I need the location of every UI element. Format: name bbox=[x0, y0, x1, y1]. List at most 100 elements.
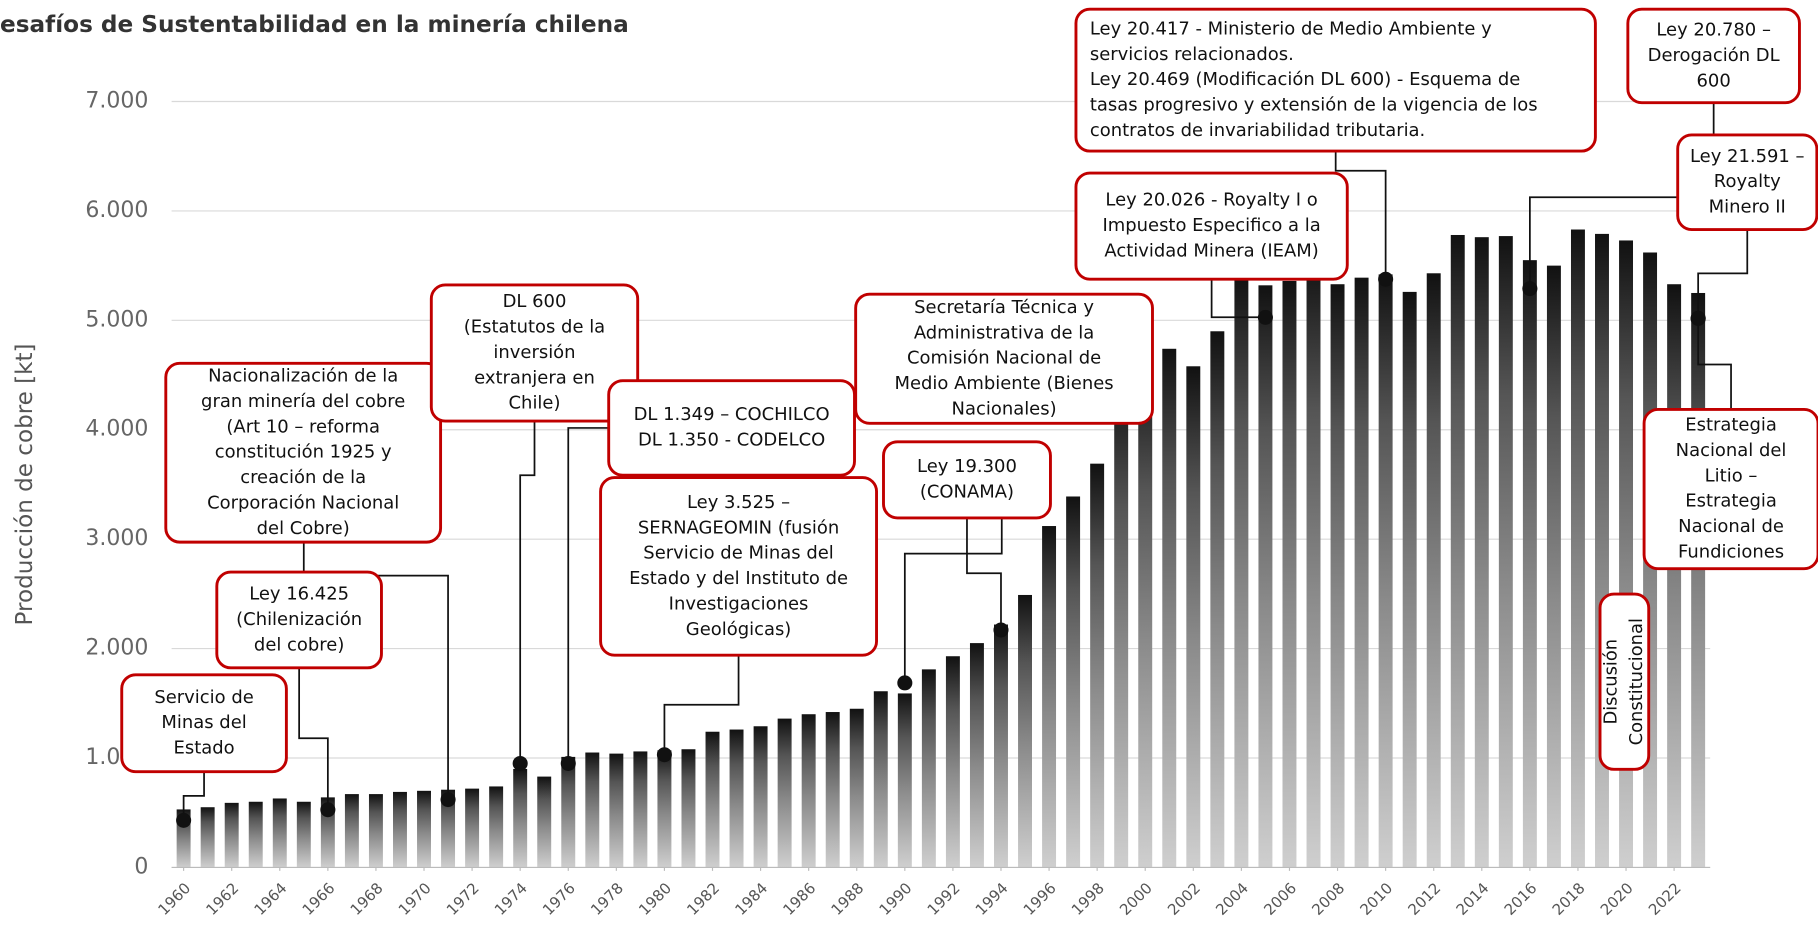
bar bbox=[609, 753, 624, 868]
bar bbox=[897, 693, 912, 868]
bar bbox=[200, 807, 215, 868]
callout-text: creación de la bbox=[240, 467, 366, 488]
bar bbox=[1162, 348, 1177, 868]
bar bbox=[1426, 273, 1441, 868]
connector bbox=[1697, 318, 1732, 410]
y-tick-label: 3.000 bbox=[85, 526, 148, 551]
callout-text: Actividad Minera (IEAM) bbox=[1104, 240, 1318, 261]
y-tick-label: 7.000 bbox=[85, 89, 148, 114]
callout-box bbox=[1074, 171, 1349, 281]
x-tick-label: 1976 bbox=[539, 879, 579, 919]
bar bbox=[441, 789, 456, 868]
callout-text: Medio Ambiente (Bienes bbox=[895, 373, 1114, 394]
connector bbox=[1697, 229, 1749, 319]
connector bbox=[966, 517, 1002, 630]
x-tick-label: 1992 bbox=[924, 879, 964, 919]
callout-box bbox=[607, 379, 856, 477]
callout-text: del cobre) bbox=[254, 634, 344, 655]
bar bbox=[393, 791, 407, 868]
callout-text: Royalty bbox=[1714, 171, 1781, 192]
callout-text: Ley 21.591 – bbox=[1690, 146, 1805, 167]
x-tick-label: 2022 bbox=[1645, 879, 1685, 919]
x-tick-label: 1986 bbox=[779, 879, 819, 919]
callout-text: Comisión Nacional de bbox=[907, 348, 1101, 369]
x-tick-label: 2008 bbox=[1308, 879, 1348, 919]
callout-text: Ley 20.469 (Modificación DL 600) - Esque… bbox=[1090, 69, 1520, 90]
callout-text: (Estatutos de la bbox=[464, 317, 605, 338]
callout-text: DL 600 bbox=[503, 291, 567, 312]
bar bbox=[1114, 387, 1129, 868]
x-tick-label: 2016 bbox=[1501, 879, 1541, 919]
callout-text: extranjera en bbox=[474, 367, 595, 388]
x-tick-label: 1972 bbox=[443, 879, 483, 919]
callout-text: Derogación DL bbox=[1648, 45, 1780, 66]
callout-box bbox=[1676, 133, 1818, 231]
x-tick-label: 2002 bbox=[1164, 879, 1204, 919]
bar bbox=[1354, 277, 1369, 868]
bar bbox=[994, 624, 1008, 868]
callout-box bbox=[164, 361, 443, 544]
bar bbox=[921, 669, 936, 868]
callout-box bbox=[599, 476, 878, 657]
bar bbox=[1282, 280, 1297, 868]
callout-text: Investigaciones bbox=[669, 593, 809, 614]
event-dot bbox=[1257, 309, 1273, 325]
x-tick-label: 2012 bbox=[1405, 879, 1445, 919]
connector bbox=[1334, 151, 1387, 280]
callout-text: Ley 3.525 – bbox=[687, 492, 790, 513]
callout-text: 600 bbox=[1697, 70, 1731, 91]
x-tick-label: 1988 bbox=[828, 879, 868, 919]
bar bbox=[465, 788, 480, 868]
x-tick-label: 2018 bbox=[1549, 879, 1589, 919]
x-tick-label: 2006 bbox=[1260, 879, 1300, 919]
callout-text: (Chilenización bbox=[236, 609, 362, 630]
bar bbox=[1619, 240, 1634, 868]
x-tick-label: 2004 bbox=[1212, 879, 1252, 919]
bar bbox=[489, 786, 504, 868]
bar bbox=[1450, 234, 1465, 868]
callout-text: tasas progresivo y extensión de la vigen… bbox=[1090, 95, 1538, 116]
x-tick-label: 1974 bbox=[491, 879, 531, 919]
callout-text: contratos de invariabilidad tributaria. bbox=[1090, 120, 1425, 141]
event-dot bbox=[1378, 271, 1394, 287]
x-tick-label: 1962 bbox=[203, 879, 243, 919]
callout-text: Discusión bbox=[1601, 639, 1622, 725]
callout-text: SERNAGEOMIN (fusión bbox=[638, 517, 839, 538]
callout-text: Estrategia bbox=[1685, 491, 1777, 512]
callout-text: Ley 16.425 bbox=[249, 584, 349, 605]
x-tick-label: 2020 bbox=[1597, 879, 1637, 919]
callout-box bbox=[120, 673, 288, 774]
callout-text: Nacional de bbox=[1678, 516, 1784, 537]
bar bbox=[705, 731, 720, 868]
callout-text: Litio – bbox=[1705, 465, 1758, 486]
bar bbox=[1595, 233, 1609, 868]
x-tick-label: 1978 bbox=[587, 879, 627, 919]
bar bbox=[561, 756, 576, 868]
bar bbox=[368, 794, 383, 868]
callout-box bbox=[882, 440, 1052, 520]
bar bbox=[777, 718, 792, 868]
callout-text: Corporación Nacional bbox=[207, 493, 399, 514]
callout-text: Nacionalización de la bbox=[208, 366, 398, 387]
connector bbox=[663, 655, 740, 755]
callout-text: Secretaría Técnica y bbox=[914, 297, 1094, 318]
bar bbox=[753, 726, 768, 868]
x-tick-label: 1998 bbox=[1068, 879, 1108, 919]
callout-text: Estrategia bbox=[1685, 415, 1777, 436]
bar bbox=[1210, 331, 1225, 868]
callout-text: Chile) bbox=[509, 393, 561, 414]
connector bbox=[182, 771, 205, 821]
bar bbox=[1546, 265, 1561, 868]
bar bbox=[825, 712, 840, 868]
callout-box bbox=[854, 292, 1154, 425]
callout-text: Estado bbox=[173, 738, 234, 759]
callout-text: servicios relacionados. bbox=[1090, 44, 1294, 65]
y-tick-label: 0 bbox=[134, 854, 148, 879]
bar bbox=[849, 708, 864, 868]
bar bbox=[633, 751, 648, 868]
callout-box bbox=[1074, 7, 1597, 153]
bar bbox=[1402, 291, 1417, 868]
callout-text: Ley 20.417 - Ministerio de Medio Ambient… bbox=[1090, 18, 1492, 39]
bar bbox=[224, 802, 239, 868]
